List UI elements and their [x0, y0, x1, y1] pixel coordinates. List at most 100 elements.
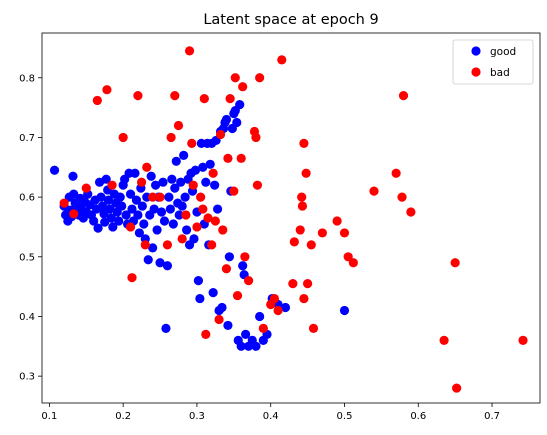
- scatter-point-good: [168, 219, 178, 229]
- scatter-point-bad: [301, 168, 311, 178]
- scatter-point-good: [139, 219, 149, 229]
- scatter-point-good: [97, 201, 108, 211]
- x-tick-label: 0.1: [41, 411, 57, 422]
- scatter-point-bad: [208, 168, 218, 178]
- scatter-point-good: [161, 323, 171, 334]
- scatter-point-bad: [203, 213, 213, 223]
- scatter-point-good: [170, 183, 180, 193]
- scatter-point-bad: [69, 209, 79, 219]
- scatter-point-bad: [348, 258, 358, 268]
- scatter-point-bad: [225, 94, 235, 104]
- scatter-point-good: [339, 305, 350, 316]
- scatter-point-bad: [398, 91, 409, 101]
- scatter-point-bad: [214, 314, 224, 325]
- scatter-point-good: [174, 210, 184, 220]
- scatter-point-good: [69, 189, 79, 199]
- scatter-point-good: [171, 156, 181, 166]
- y-tick-label: 0.7: [19, 133, 35, 144]
- scatter-point-bad: [308, 323, 319, 334]
- scatter-point-bad: [218, 225, 228, 235]
- scatter-point-good: [224, 252, 234, 262]
- scatter-point-bad: [258, 323, 268, 334]
- scatter-point-bad: [306, 240, 316, 250]
- scatter-point-bad: [269, 293, 279, 304]
- scatter-point-bad: [339, 228, 350, 238]
- legend-label-bad: bad: [490, 67, 510, 79]
- scatter-point-bad: [102, 85, 112, 95]
- scatter-point-good: [115, 192, 125, 202]
- scatter-point-bad: [140, 240, 150, 250]
- y-axis: 0.3 0.4 0.5 0.6 0.7 0.8: [19, 73, 42, 383]
- scatter-point-bad: [215, 129, 226, 140]
- scatter-point-good: [198, 162, 208, 172]
- scatter-point-bad: [192, 222, 202, 232]
- scatter-point-good: [137, 201, 147, 211]
- scatter-point-bad: [289, 237, 299, 247]
- scatter-point-good: [106, 213, 116, 223]
- scatter-point-bad: [92, 95, 102, 106]
- scatter-point-bad: [406, 207, 416, 217]
- scatter-point-bad: [184, 46, 195, 56]
- scatter-point-bad: [118, 132, 128, 143]
- scatter-point-good: [255, 311, 265, 322]
- scatter-point-bad: [162, 240, 173, 250]
- scatter-point-bad: [251, 132, 261, 143]
- scatter-point-good: [164, 192, 174, 202]
- scatter-point-good: [49, 165, 60, 175]
- scatter-point-bad: [232, 290, 243, 301]
- x-tick-label: 0.3: [189, 411, 205, 422]
- scatter-point-good: [96, 192, 106, 202]
- scatter-point-good: [208, 287, 218, 298]
- scatter-point-bad: [133, 91, 143, 101]
- scatter-point-bad: [288, 279, 298, 289]
- x-tick-label: 0.2: [115, 411, 131, 422]
- scatter-point-good: [223, 320, 233, 331]
- scatter-point-good: [143, 255, 153, 265]
- scatter-point-bad: [236, 153, 246, 163]
- scatter-point-bad: [137, 177, 147, 187]
- scatter-point-good: [114, 216, 124, 226]
- scatter-point-good: [189, 234, 199, 244]
- scatter-point-bad: [166, 132, 176, 143]
- scatter-point-bad: [273, 305, 283, 316]
- scatter-point-bad: [187, 138, 197, 149]
- scatter-point-good: [101, 174, 111, 184]
- scatter-point-good: [117, 201, 127, 211]
- scatter-point-good: [193, 276, 204, 286]
- scatter-point-bad: [317, 228, 327, 238]
- scatter-point-good: [121, 210, 131, 220]
- scatter-point-bad: [238, 82, 248, 92]
- scatter-point-bad: [177, 234, 187, 244]
- scatter-point-good: [100, 217, 110, 227]
- scatter-point-bad: [518, 335, 528, 345]
- scatter-point-bad: [81, 183, 91, 193]
- scatter-point-bad: [59, 198, 69, 208]
- scatter-point-bad: [391, 168, 401, 178]
- scatter-point-bad: [210, 216, 220, 226]
- scatter-point-bad: [295, 225, 305, 235]
- legend-marker-good: [471, 46, 481, 56]
- scatter-point-good: [146, 171, 156, 181]
- scatter-point-good: [125, 189, 136, 199]
- scatter-point-bad: [188, 180, 198, 190]
- scatter-point-good: [152, 225, 162, 235]
- scatter-point-bad: [221, 264, 232, 274]
- scatter-point-good: [212, 204, 223, 214]
- scatter-point-bad: [107, 180, 117, 190]
- y-tick-label: 0.6: [19, 193, 35, 204]
- scatter-point-bad: [198, 204, 208, 214]
- scatter-point-good: [103, 195, 113, 205]
- scatter-point-good: [201, 177, 211, 187]
- scatter-point-good: [177, 201, 187, 211]
- scatter-point-bad: [148, 192, 158, 202]
- scatter-point-good: [165, 204, 175, 214]
- scatter-point-bad: [243, 276, 254, 286]
- scatter-point-bad: [343, 252, 353, 262]
- scatter-point-bad: [199, 94, 209, 104]
- x-axis: 0.1 0.2 0.3 0.4 0.5 0.6 0.7: [41, 403, 500, 422]
- scatter-point-good: [93, 223, 103, 233]
- scatter-point-good: [182, 225, 192, 235]
- scatter-point-good: [221, 114, 232, 125]
- scatter-point-good: [180, 192, 190, 202]
